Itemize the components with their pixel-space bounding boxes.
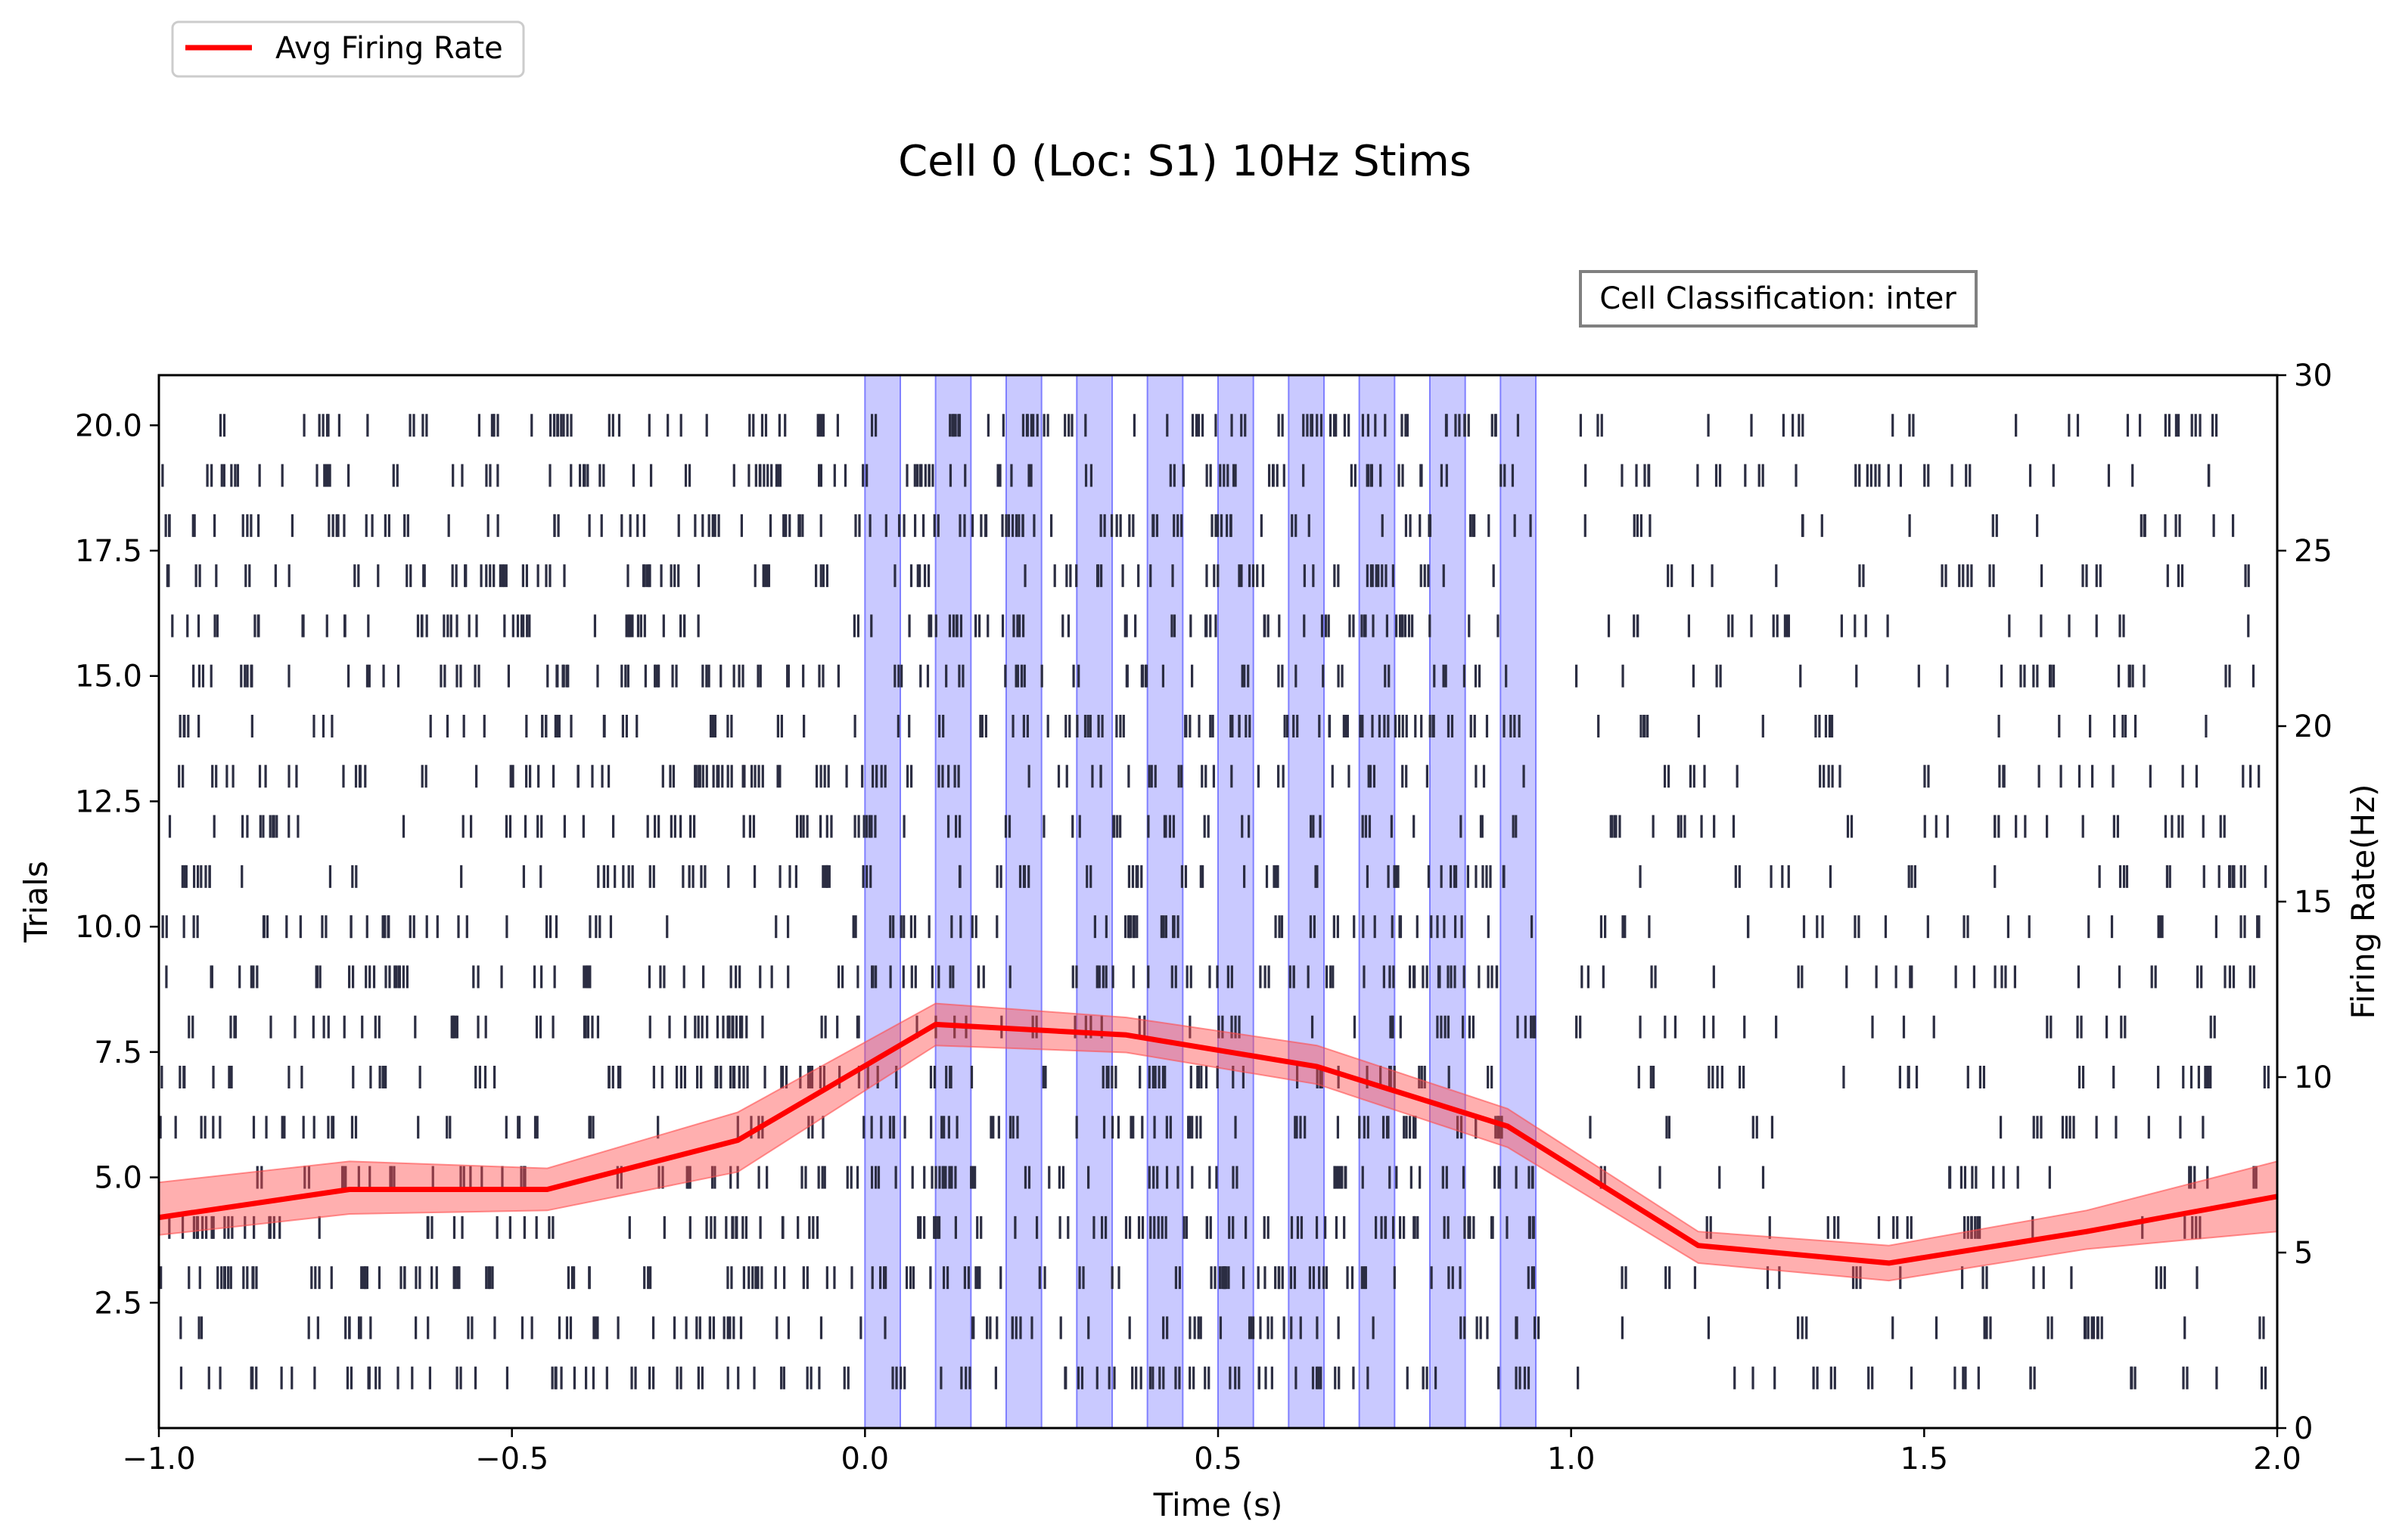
chart-title: Cell 0 (Loc: S1) 10Hz Stims — [898, 137, 1471, 186]
stim-window — [1429, 374, 1466, 1429]
x-axis-label: Time (s) — [1153, 1486, 1283, 1523]
stim-window — [1288, 374, 1325, 1429]
firing-rate-line — [158, 1021, 2278, 1266]
left-y-tick-label: 20.0 — [75, 408, 142, 443]
x-tick-label: −0.5 — [475, 1442, 549, 1476]
right-y-tick-label: 5 — [2294, 1236, 2313, 1271]
stim-window — [1076, 374, 1114, 1429]
x-tick-label: 1.0 — [1547, 1442, 1596, 1476]
right-y-tick-label: 30 — [2294, 359, 2332, 393]
x-tick-label: −1.0 — [122, 1442, 195, 1476]
left-y-tick-label: 17.5 — [75, 534, 142, 569]
stim-window — [1217, 374, 1254, 1429]
x-tick-label: 1.5 — [1900, 1442, 1949, 1476]
left-y-axis-label: Trials — [17, 861, 54, 943]
classification-label: Cell Classification: inter — [1599, 281, 1956, 316]
legend-box — [171, 20, 525, 78]
stim-windows — [864, 374, 1537, 1429]
right-y-tick-label: 20 — [2294, 709, 2332, 744]
right-y-tick-label: 0 — [2294, 1411, 2313, 1446]
x-tick-label: 0.0 — [841, 1442, 890, 1476]
stim-window — [1146, 374, 1184, 1429]
right-y-tick-label: 25 — [2294, 534, 2332, 569]
left-y-axis-ticks: 2.5 5.0 7.5 10.0 12.5 15.0 17.5 20.0 — [75, 408, 159, 1321]
classification-box — [1579, 270, 1978, 328]
x-axis-ticks: −1.0 −0.5 0.0 0.5 1.0 1.5 2.0 — [122, 1428, 2301, 1476]
stim-window — [1499, 374, 1537, 1429]
stim-window — [1005, 374, 1043, 1429]
left-y-tick-label: 10.0 — [75, 910, 142, 945]
left-y-tick-label: 12.5 — [75, 784, 142, 819]
legend: Avg Firing Rate — [171, 20, 525, 78]
stim-window — [934, 374, 972, 1429]
right-y-tick-label: 10 — [2294, 1060, 2332, 1095]
x-tick-label: 2.0 — [2253, 1442, 2301, 1476]
left-y-tick-label: 7.5 — [94, 1035, 142, 1070]
classification-annotation: Cell Classification: inter — [1579, 270, 1978, 328]
x-tick-label: 0.5 — [1194, 1442, 1242, 1476]
left-y-tick-label: 2.5 — [94, 1286, 142, 1321]
left-y-tick-label: 15.0 — [75, 660, 142, 694]
right-y-axis-ticks: 0 5 10 15 20 25 30 — [2277, 359, 2332, 1446]
stim-window — [864, 374, 902, 1429]
right-y-axis-label: Firing Rate(Hz) — [2345, 784, 2382, 1019]
right-y-tick-label: 15 — [2294, 885, 2332, 920]
left-y-tick-label: 5.0 — [94, 1161, 142, 1196]
legend-label: Avg Firing Rate — [275, 31, 503, 66]
